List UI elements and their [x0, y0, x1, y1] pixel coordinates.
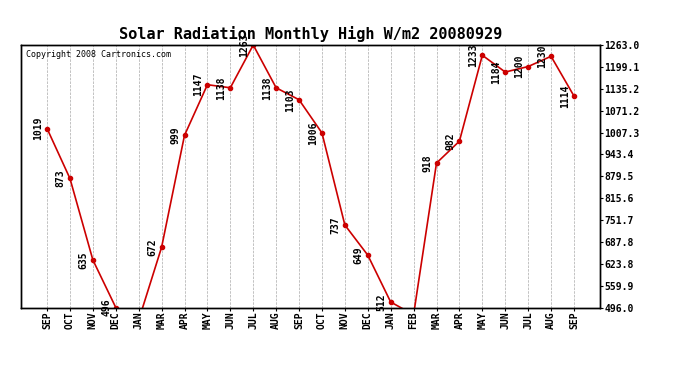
Text: 1230: 1230 [537, 45, 547, 68]
Text: 1233: 1233 [468, 44, 478, 67]
Text: 459: 459 [0, 374, 1, 375]
Text: 1006: 1006 [308, 121, 318, 145]
Text: 1147: 1147 [193, 73, 204, 96]
Text: 1138: 1138 [216, 76, 226, 99]
Text: 737: 737 [331, 216, 341, 234]
Text: 1114: 1114 [560, 84, 570, 108]
Text: 635: 635 [79, 251, 89, 269]
Text: 672: 672 [148, 238, 157, 256]
Text: 512: 512 [377, 293, 386, 311]
Text: 1184: 1184 [491, 60, 501, 84]
Text: 1103: 1103 [285, 88, 295, 111]
Text: 1138: 1138 [262, 76, 272, 99]
Title: Solar Radiation Monthly High W/m2 20080929: Solar Radiation Monthly High W/m2 200809… [119, 27, 502, 42]
Text: 982: 982 [445, 132, 455, 150]
Text: 496: 496 [101, 298, 112, 316]
Text: 1200: 1200 [514, 55, 524, 78]
Text: 649: 649 [353, 246, 364, 264]
Text: 1263: 1263 [239, 33, 249, 57]
Text: 475: 475 [0, 374, 1, 375]
Text: 1019: 1019 [33, 117, 43, 140]
Text: 999: 999 [170, 126, 180, 144]
Text: Copyright 2008 Cartronics.com: Copyright 2008 Cartronics.com [26, 50, 172, 59]
Text: 873: 873 [56, 170, 66, 187]
Text: 918: 918 [422, 154, 433, 172]
